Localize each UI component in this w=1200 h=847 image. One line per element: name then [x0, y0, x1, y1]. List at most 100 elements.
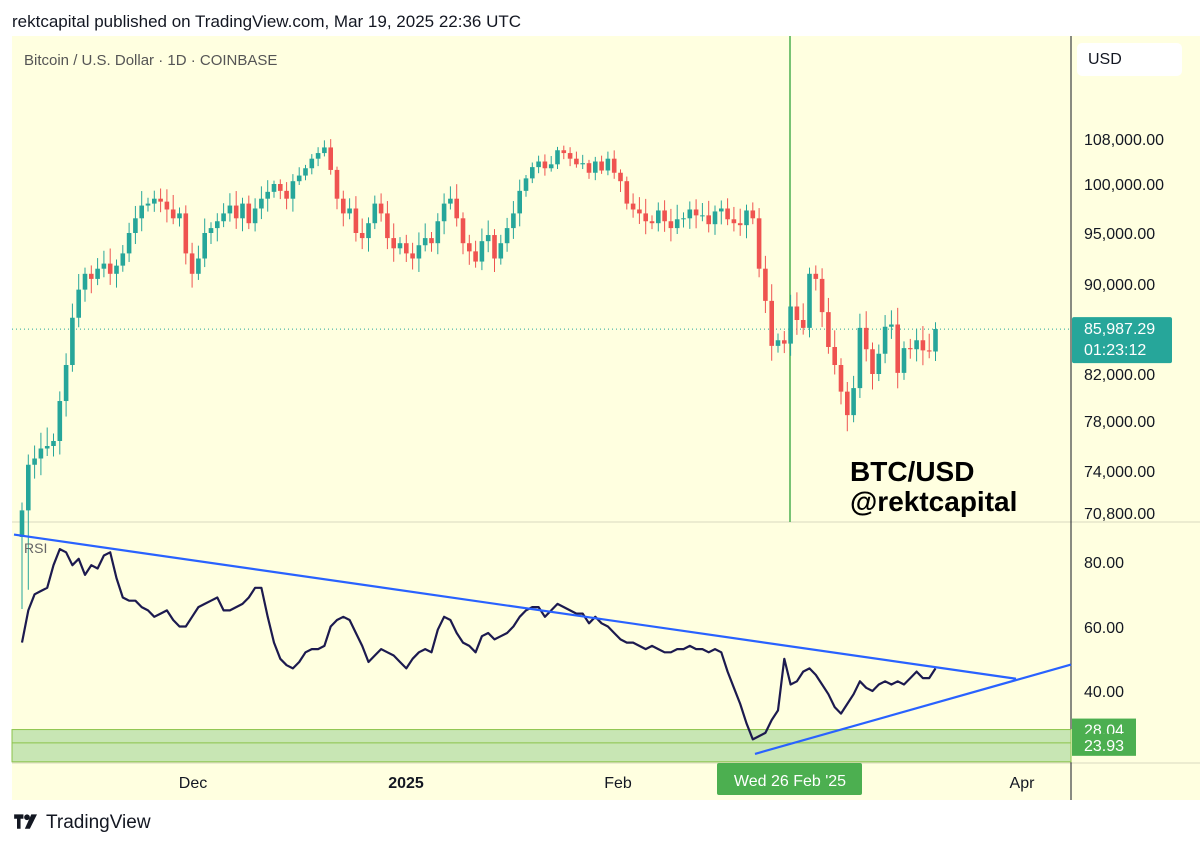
candle-body: [460, 218, 466, 244]
candle-body: [542, 161, 548, 169]
candle-body: [473, 251, 478, 262]
candle-body: [315, 153, 321, 159]
candle-body: [265, 191, 270, 199]
candle-body: [347, 208, 352, 214]
price-tick-label: 82,000.00: [1084, 367, 1155, 384]
candle-body: [530, 167, 535, 179]
candle-body: [548, 164, 554, 169]
time-tick-label: 2025: [388, 775, 424, 792]
candle-body: [366, 223, 371, 239]
candle-body: [662, 210, 667, 222]
price-tick-label: 70,800.00: [1084, 506, 1155, 523]
candle-body: [737, 223, 743, 226]
bar-countdown-label: 01:23:12: [1084, 342, 1146, 359]
candle-body: [227, 205, 233, 214]
candle-body: [674, 219, 680, 229]
candle-body: [586, 163, 592, 173]
candle-body: [429, 238, 434, 244]
candle-body: [889, 324, 894, 327]
candle-body: [296, 175, 302, 182]
candle-body: [763, 268, 768, 301]
footer-brand[interactable]: TradingView: [14, 812, 151, 834]
candle-body: [895, 324, 900, 373]
candle-body: [574, 158, 579, 165]
candle-body: [479, 241, 485, 262]
candle-body: [467, 243, 472, 252]
candle-body: [126, 233, 132, 254]
ascending-trendline: [754, 663, 1072, 755]
candle-body: [240, 203, 245, 219]
currency-button[interactable]: USD: [1077, 43, 1182, 76]
candle-body: [838, 365, 844, 392]
candle-body: [114, 265, 119, 274]
watermark-pair: BTC/USD: [850, 456, 975, 487]
candle-body: [82, 273, 88, 290]
candle-body: [189, 253, 195, 274]
price-tick-label: 108,000.00: [1084, 132, 1164, 149]
candle-body: [668, 221, 674, 229]
candle-body: [731, 219, 737, 224]
price-tick-label: 90,000.00: [1084, 277, 1155, 294]
candle-body: [303, 168, 308, 176]
candle-body: [422, 238, 428, 246]
candle-body: [89, 273, 94, 279]
candle-body: [523, 178, 529, 191]
candle-body: [561, 150, 567, 154]
candle-body: [876, 353, 882, 374]
symbol-title: Bitcoin / U.S. Dollar · 1D · COINBASE: [24, 52, 278, 69]
candle-body: [813, 273, 819, 279]
candle-body: [819, 278, 825, 313]
candle-body: [511, 213, 516, 229]
candle-body: [334, 169, 340, 199]
candle-body: [611, 158, 617, 173]
candle-body: [857, 327, 863, 389]
candle-body: [328, 147, 333, 170]
candle-body: [101, 263, 107, 269]
rsi-tick-label: 40.00: [1084, 684, 1124, 701]
candle-body: [221, 213, 226, 222]
oversold-zone: [11, 729, 1072, 763]
candle-body: [378, 203, 384, 214]
candle-body: [794, 306, 800, 320]
candle-body: [492, 235, 497, 259]
candle-body: [158, 198, 163, 202]
candle-body: [920, 340, 926, 351]
candle-body: [656, 210, 661, 224]
candle-body: [498, 243, 504, 259]
candle-body: [788, 306, 793, 344]
candle-body: [164, 201, 170, 210]
time-tick-label: Apr: [1010, 775, 1036, 792]
candle-body: [44, 446, 50, 449]
candle-body: [649, 221, 655, 224]
candle-body: [706, 215, 711, 225]
candle-body: [322, 147, 327, 154]
candle-body: [391, 238, 396, 249]
candle-body: [725, 208, 730, 220]
candle-body: [353, 208, 359, 233]
published-header: rektcapital published on TradingView.com…: [12, 12, 522, 31]
candle-body: [914, 340, 919, 350]
candle-body: [202, 233, 207, 259]
candle-body: [870, 349, 875, 374]
oversold-bottom-label: 23.93: [1084, 738, 1124, 755]
candle-body: [712, 211, 718, 225]
rsi-line: [20, 548, 937, 741]
price-tick-label: 78,000.00: [1084, 414, 1155, 431]
candle-body: [567, 153, 573, 159]
time-tick-label: Feb: [604, 775, 632, 792]
candle-body: [177, 213, 182, 219]
candle-body: [51, 441, 56, 446]
descending-trendline: [13, 533, 1017, 680]
candle-body: [681, 218, 686, 220]
candle-body: [700, 215, 705, 217]
candle-body: [259, 198, 264, 209]
candle-body: [120, 253, 126, 266]
candle-body: [580, 163, 585, 165]
candle-body: [555, 150, 560, 165]
candle-body: [19, 510, 25, 537]
candle-body: [926, 350, 932, 352]
candle-body: [76, 289, 81, 318]
candle-body: [504, 228, 510, 244]
candle-body: [26, 464, 31, 511]
